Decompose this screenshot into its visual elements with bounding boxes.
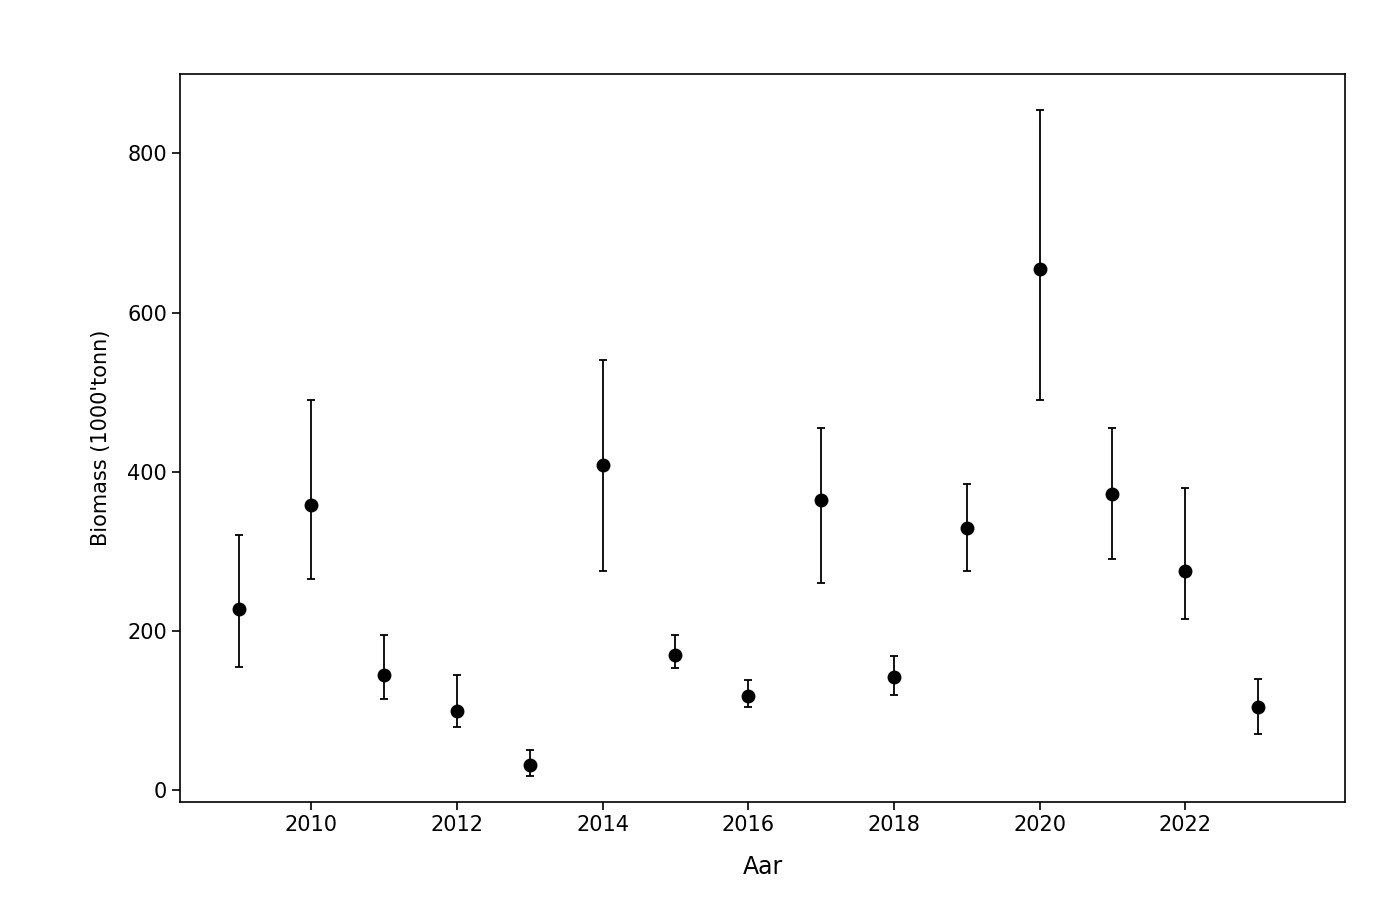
X-axis label: Aar: Aar [742, 855, 784, 879]
Y-axis label: Biomass (1000'tonn): Biomass (1000'tonn) [90, 330, 111, 546]
